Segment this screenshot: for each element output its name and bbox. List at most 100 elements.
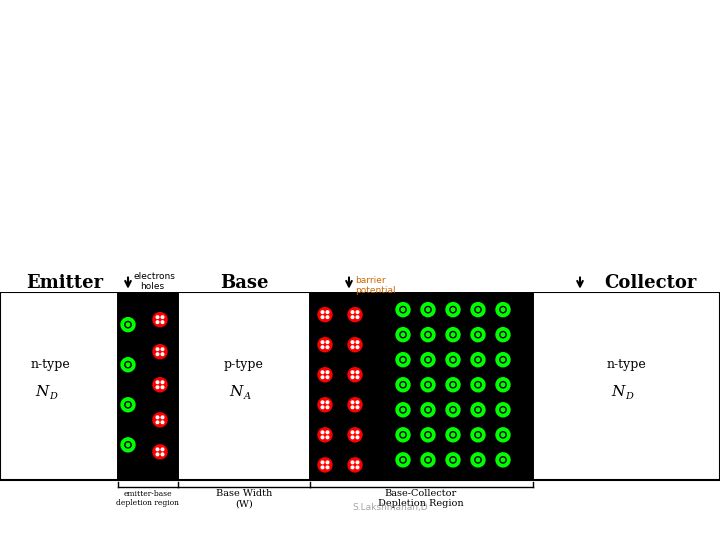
Circle shape bbox=[321, 341, 324, 343]
Circle shape bbox=[351, 371, 354, 374]
Circle shape bbox=[426, 333, 430, 336]
Circle shape bbox=[400, 382, 406, 388]
Circle shape bbox=[450, 332, 456, 338]
Circle shape bbox=[356, 431, 359, 434]
Circle shape bbox=[351, 431, 354, 434]
Circle shape bbox=[156, 348, 159, 350]
Bar bbox=[0, 292, 118, 480]
Text: p-type: p-type bbox=[224, 358, 264, 371]
Circle shape bbox=[476, 433, 480, 436]
Circle shape bbox=[500, 307, 506, 313]
Text: electrons: electrons bbox=[133, 272, 175, 281]
Circle shape bbox=[318, 338, 332, 352]
Text: N: N bbox=[611, 385, 625, 399]
Circle shape bbox=[500, 382, 506, 388]
Text: holes: holes bbox=[140, 282, 164, 291]
Circle shape bbox=[348, 458, 362, 472]
Circle shape bbox=[475, 407, 481, 413]
Circle shape bbox=[500, 407, 506, 413]
Circle shape bbox=[125, 321, 131, 328]
Circle shape bbox=[451, 433, 455, 436]
Circle shape bbox=[476, 308, 480, 312]
Circle shape bbox=[425, 356, 431, 363]
Circle shape bbox=[351, 346, 354, 348]
Circle shape bbox=[476, 333, 480, 336]
Circle shape bbox=[396, 403, 410, 417]
Circle shape bbox=[356, 436, 359, 438]
Text: is produced at the PN-junction.: is produced at the PN-junction. bbox=[22, 56, 248, 69]
Circle shape bbox=[321, 346, 324, 348]
Circle shape bbox=[400, 356, 406, 363]
Text: Emitter: Emitter bbox=[27, 274, 104, 292]
Circle shape bbox=[475, 431, 481, 438]
Circle shape bbox=[446, 428, 460, 442]
Text: n-type: n-type bbox=[606, 358, 646, 371]
Circle shape bbox=[326, 311, 329, 313]
Circle shape bbox=[326, 371, 329, 374]
Circle shape bbox=[476, 358, 480, 361]
Text: the P-side. Creates the Barrier potential.: the P-side. Creates the Barrier potentia… bbox=[22, 195, 312, 208]
Text: Base Width
(W): Base Width (W) bbox=[216, 489, 272, 508]
Circle shape bbox=[450, 431, 456, 438]
Circle shape bbox=[156, 316, 159, 319]
Circle shape bbox=[161, 381, 164, 383]
Circle shape bbox=[500, 332, 506, 338]
Circle shape bbox=[351, 341, 354, 343]
Circle shape bbox=[396, 353, 410, 367]
Circle shape bbox=[321, 371, 324, 374]
Circle shape bbox=[161, 421, 164, 423]
Circle shape bbox=[156, 353, 159, 355]
Circle shape bbox=[161, 416, 164, 418]
Circle shape bbox=[126, 363, 130, 367]
Circle shape bbox=[156, 453, 159, 456]
Circle shape bbox=[351, 406, 354, 409]
Circle shape bbox=[356, 461, 359, 464]
Circle shape bbox=[501, 308, 505, 312]
Circle shape bbox=[161, 453, 164, 456]
Circle shape bbox=[421, 453, 435, 467]
Circle shape bbox=[401, 308, 405, 312]
Circle shape bbox=[326, 466, 329, 469]
Circle shape bbox=[471, 428, 485, 442]
Circle shape bbox=[321, 436, 324, 438]
Circle shape bbox=[450, 356, 456, 363]
Text: Ø  When a N-region is formed next to P-region, a barrier potential: Ø When a N-region is formed next to P-re… bbox=[22, 21, 465, 35]
Circle shape bbox=[496, 328, 510, 342]
Circle shape bbox=[326, 346, 329, 348]
Text: emitter-base
depletion region: emitter-base depletion region bbox=[117, 490, 179, 507]
Circle shape bbox=[356, 406, 359, 409]
Circle shape bbox=[451, 358, 455, 361]
Circle shape bbox=[321, 466, 324, 469]
Circle shape bbox=[471, 378, 485, 392]
Circle shape bbox=[450, 407, 456, 413]
Circle shape bbox=[421, 302, 435, 316]
Circle shape bbox=[421, 378, 435, 392]
Circle shape bbox=[351, 376, 354, 379]
Bar bbox=[388, 292, 533, 480]
Text: Collector: Collector bbox=[604, 274, 696, 292]
Text: region to annihilate holes. Consequently, a layer of positive: region to annihilate holes. Consequently… bbox=[22, 125, 435, 138]
Circle shape bbox=[121, 438, 135, 452]
Text: ions is formed on the N side, layer of Negative ions formed on: ions is formed on the N side, layer of N… bbox=[22, 160, 455, 173]
Circle shape bbox=[425, 431, 431, 438]
Circle shape bbox=[351, 401, 354, 403]
Circle shape bbox=[126, 403, 130, 407]
Circle shape bbox=[476, 383, 480, 387]
Circle shape bbox=[501, 383, 505, 387]
Circle shape bbox=[400, 431, 406, 438]
Circle shape bbox=[425, 382, 431, 388]
Circle shape bbox=[451, 383, 455, 387]
Circle shape bbox=[426, 358, 430, 361]
Circle shape bbox=[326, 316, 329, 319]
Bar bbox=[533, 292, 720, 480]
Circle shape bbox=[348, 308, 362, 322]
Circle shape bbox=[125, 362, 131, 368]
Circle shape bbox=[471, 403, 485, 417]
Circle shape bbox=[421, 328, 435, 342]
Circle shape bbox=[321, 431, 324, 434]
Circle shape bbox=[426, 458, 430, 462]
Circle shape bbox=[500, 356, 506, 363]
Circle shape bbox=[451, 333, 455, 336]
Circle shape bbox=[446, 403, 460, 417]
Bar bbox=[118, 292, 178, 480]
